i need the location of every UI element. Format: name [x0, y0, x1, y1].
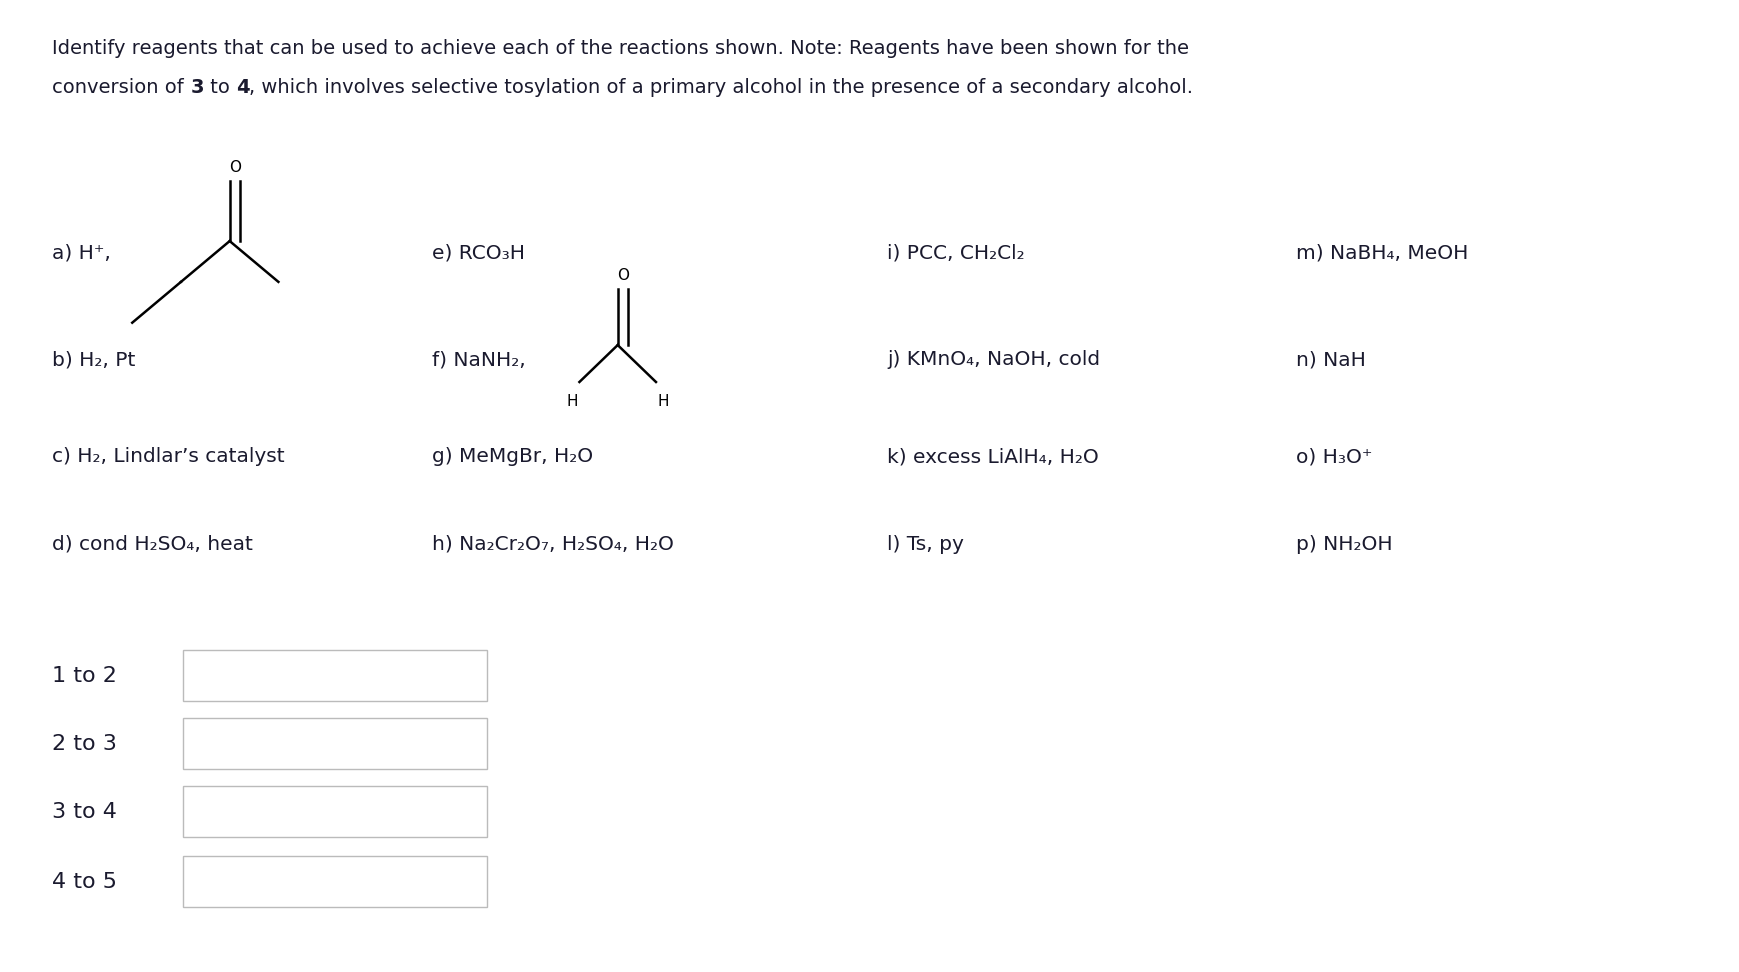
Bar [183, 786, 487, 837]
Text: f) NaNH₂,: f) NaNH₂, [431, 350, 525, 369]
Text: d) cond H₂SO₄, heat: d) cond H₂SO₄, heat [52, 535, 252, 554]
Text: n) NaH: n) NaH [1296, 350, 1365, 369]
Text: O: O [617, 268, 628, 283]
Text: O: O [230, 160, 240, 175]
Text: Identify reagents that can be used to achieve each of the reactions shown. Note:: Identify reagents that can be used to ac… [52, 39, 1188, 58]
Text: k) excess LiAlH₄, H₂O: k) excess LiAlH₄, H₂O [887, 447, 1099, 467]
Text: p) NH₂OH: p) NH₂OH [1296, 535, 1393, 554]
Text: 3 to 4: 3 to 4 [52, 802, 117, 821]
Text: m) NaBH₄, MeOH: m) NaBH₄, MeOH [1296, 243, 1468, 262]
Text: 4: 4 [237, 78, 249, 97]
Text: h) Na₂Cr₂O₇, H₂SO₄, H₂O: h) Na₂Cr₂O₇, H₂SO₄, H₂O [431, 535, 673, 554]
Text: j) KMnO₄, NaOH, cold: j) KMnO₄, NaOH, cold [887, 350, 1099, 369]
Text: b) H₂, Pt: b) H₂, Pt [52, 350, 136, 369]
Text: 3: 3 [190, 78, 203, 97]
Text: i) PCC, CH₂Cl₂: i) PCC, CH₂Cl₂ [887, 243, 1024, 262]
Text: 4 to 5: 4 to 5 [52, 872, 117, 891]
Text: 2 to 3: 2 to 3 [52, 734, 117, 753]
Text: c) H₂, Lindlar’s catalyst: c) H₂, Lindlar’s catalyst [52, 447, 285, 467]
Text: conversion of: conversion of [52, 78, 190, 97]
Text: H: H [567, 394, 577, 408]
Text: o) H₃O⁺: o) H₃O⁺ [1296, 447, 1372, 467]
Text: , which involves selective tosylation of a primary alcohol in the presence of a : , which involves selective tosylation of… [249, 78, 1193, 97]
Text: to: to [203, 78, 237, 97]
Text: H: H [657, 394, 668, 408]
Text: l) Ts, py: l) Ts, py [887, 535, 963, 554]
Text: 1 to 2: 1 to 2 [52, 666, 117, 685]
Text: g) MeMgBr, H₂O: g) MeMgBr, H₂O [431, 447, 593, 467]
Bar [183, 718, 487, 769]
Bar [183, 650, 487, 701]
Bar [183, 856, 487, 907]
Text: e) RCO₃H: e) RCO₃H [431, 243, 523, 262]
Text: a) H⁺,: a) H⁺, [52, 243, 111, 262]
